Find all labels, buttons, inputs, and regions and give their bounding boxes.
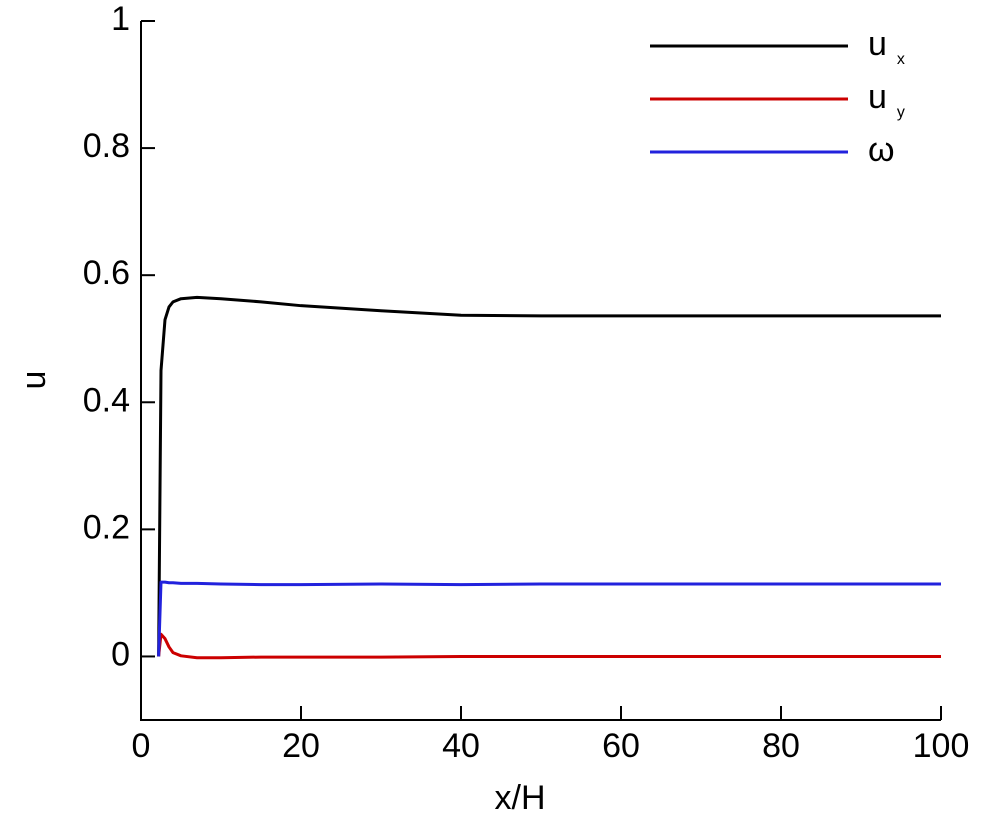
series-line xyxy=(157,295,941,657)
y-tick-label: 1 xyxy=(111,0,130,38)
x-tick-label: 40 xyxy=(442,727,480,765)
y-tick-label: 0.2 xyxy=(83,508,130,546)
legend-name: u xyxy=(868,25,887,63)
x-tick-label: 100 xyxy=(913,727,970,765)
legend-label: ω xyxy=(868,131,895,169)
y-tick-label: 0 xyxy=(111,635,130,673)
legend-name: u xyxy=(868,78,887,116)
x-axis-label: x/H xyxy=(495,779,546,817)
x-tick-label: 60 xyxy=(602,727,640,765)
y-tick-label: 0.8 xyxy=(83,127,130,165)
legend-subscript: y xyxy=(897,104,905,121)
x-tick-label: 20 xyxy=(282,727,320,765)
series-line xyxy=(157,632,941,660)
series-line xyxy=(157,580,941,657)
legend-subscript: x xyxy=(897,51,905,68)
x-tick-label: 0 xyxy=(132,727,151,765)
x-tick-label: 80 xyxy=(762,727,800,765)
y-tick-label: 0.6 xyxy=(83,254,130,292)
legend-name: ω xyxy=(868,131,895,169)
y-tick-label: 0.4 xyxy=(83,381,130,419)
y-axis-label: u xyxy=(15,371,53,390)
